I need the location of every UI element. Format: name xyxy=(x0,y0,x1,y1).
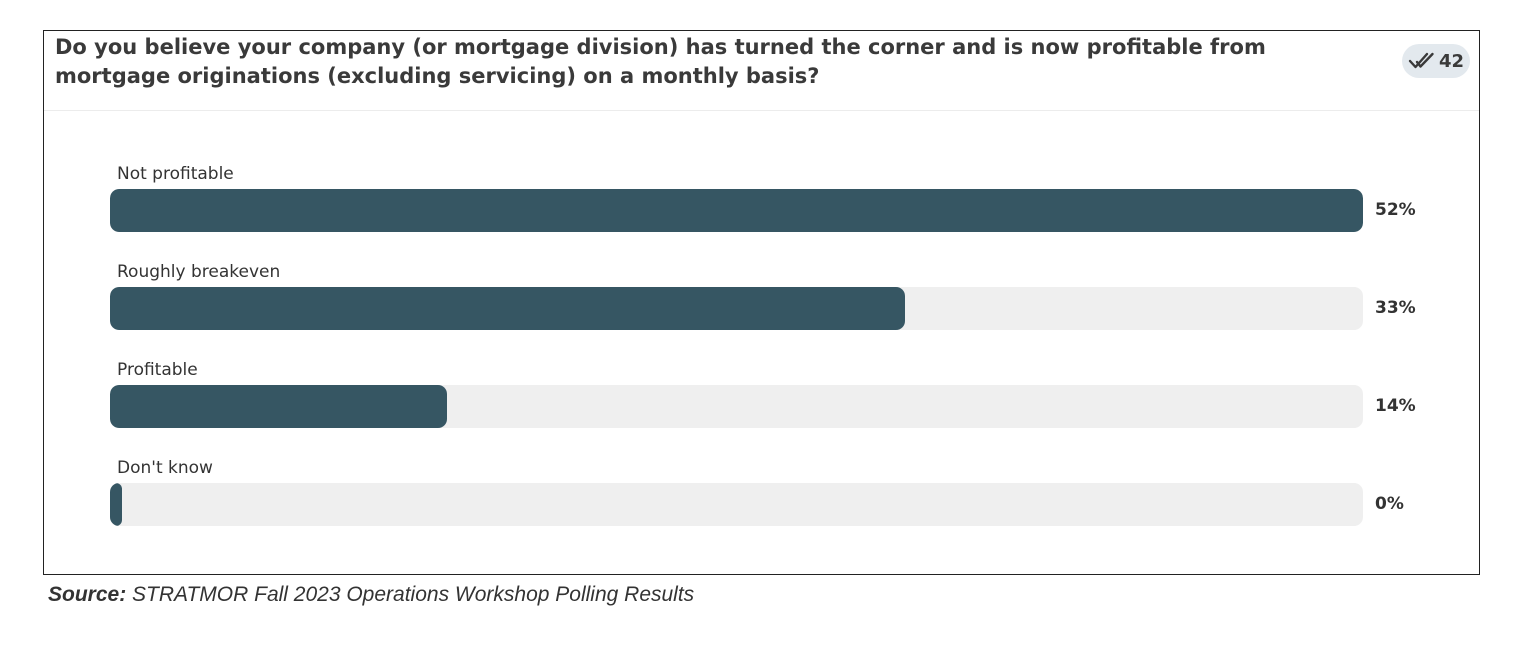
poll-question: Do you believe your company (or mortgage… xyxy=(55,35,1266,88)
poll-option-don-t-know: Don't know 0% xyxy=(110,457,1420,547)
bar-value-label: 0% xyxy=(1375,494,1404,514)
bar-fill xyxy=(110,483,122,526)
bar-track xyxy=(110,287,1363,330)
option-label: Not profitable xyxy=(117,164,234,184)
bar-fill xyxy=(110,385,447,428)
poll-card: Do you believe your company (or mortgage… xyxy=(43,30,1480,575)
bar-value-label: 33% xyxy=(1375,298,1416,318)
double-check-icon xyxy=(1408,51,1435,71)
responses-badge: 42 xyxy=(1402,44,1470,78)
bar-value-label: 52% xyxy=(1375,200,1416,220)
option-label: Profitable xyxy=(117,360,198,380)
bar-track xyxy=(110,385,1363,428)
poll-option-roughly-breakeven: Roughly breakeven 33% xyxy=(110,261,1420,351)
poll-option-profitable: Profitable 14% xyxy=(110,359,1420,449)
bar-fill xyxy=(110,287,905,330)
option-label: Roughly breakeven xyxy=(117,262,281,282)
option-label: Don't know xyxy=(117,458,213,478)
bar-track xyxy=(110,483,1363,526)
poll-header: Do you believe your company (or mortgage… xyxy=(44,31,1479,111)
source-text: STRATMOR Fall 2023 Operations Workshop P… xyxy=(126,583,695,606)
source-label: Source: xyxy=(48,583,127,606)
poll-option-not-profitable: Not profitable 52% xyxy=(110,163,1420,253)
bar-track xyxy=(110,189,1363,232)
bar-value-label: 14% xyxy=(1375,396,1416,416)
bar-fill xyxy=(110,189,1363,232)
source-note: Source: STRATMOR Fall 2023 Operations Wo… xyxy=(48,582,694,608)
responses-count: 42 xyxy=(1438,50,1465,72)
